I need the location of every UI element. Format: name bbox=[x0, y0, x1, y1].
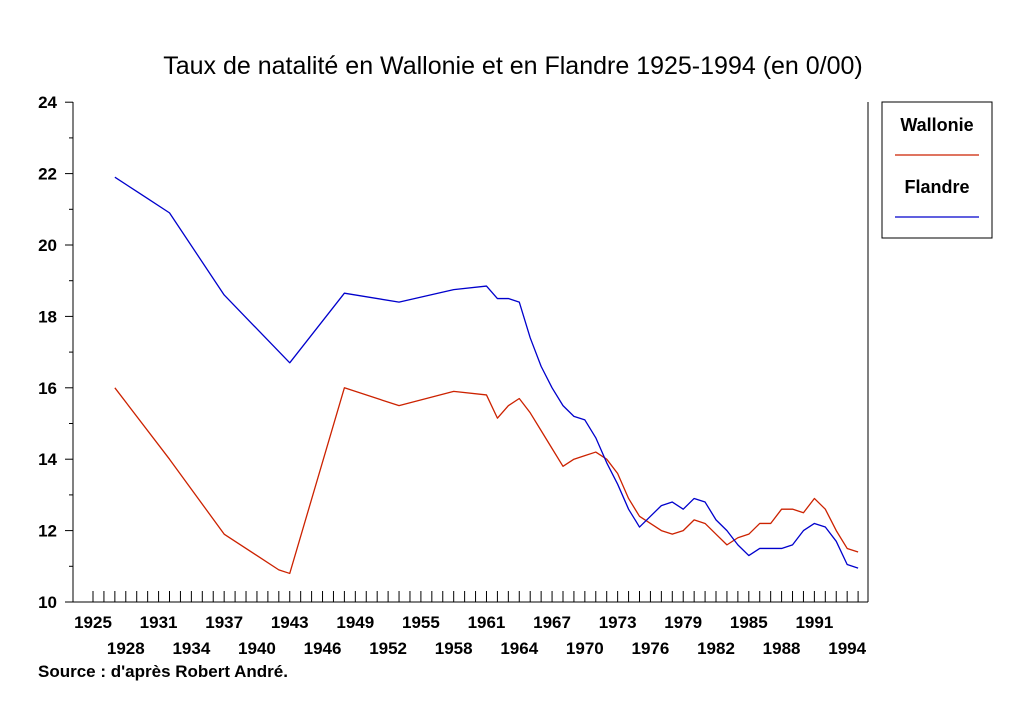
x-tick-label: 1967 bbox=[533, 613, 571, 632]
series-line-flandre bbox=[114, 176, 859, 569]
y-tick-label: 12 bbox=[38, 522, 57, 541]
x-tick-label: 1964 bbox=[500, 639, 538, 658]
legend-label-flandre: Flandre bbox=[904, 177, 969, 197]
x-tick-label: 1976 bbox=[632, 639, 670, 658]
y-tick-label: 20 bbox=[38, 236, 57, 255]
x-tick-label: 1955 bbox=[402, 613, 440, 632]
y-tick-label: 14 bbox=[38, 450, 57, 469]
x-tick-label: 1979 bbox=[664, 613, 702, 632]
x-tick-label: 1934 bbox=[172, 639, 210, 658]
x-tick-label: 1928 bbox=[107, 639, 145, 658]
x-tick-label: 1970 bbox=[566, 639, 604, 658]
x-tick-label: 1925 bbox=[74, 613, 112, 632]
series-layer bbox=[114, 176, 859, 575]
legend-label-wallonie: Wallonie bbox=[900, 115, 973, 135]
x-tick-label: 1946 bbox=[304, 639, 342, 658]
x-tick-label: 1952 bbox=[369, 639, 407, 658]
y-tick-label: 22 bbox=[38, 165, 57, 184]
x-tick-label: 1985 bbox=[730, 613, 768, 632]
y-axis-ticks: 10 12 14 16 18 20 22 24 bbox=[38, 93, 73, 612]
x-tick-label: 1961 bbox=[468, 613, 506, 632]
plot-area bbox=[72, 102, 869, 603]
legend-box bbox=[881, 101, 993, 239]
legend: Wallonie Flandre bbox=[881, 101, 993, 239]
x-tick-label: 1940 bbox=[238, 639, 276, 658]
x-tick-label: 1988 bbox=[763, 639, 801, 658]
x-tick-label: 1991 bbox=[795, 613, 833, 632]
source-note: Source : d'après Robert André. bbox=[38, 662, 288, 681]
x-tick-label: 1949 bbox=[336, 613, 374, 632]
x-tick-label: 1937 bbox=[205, 613, 243, 632]
x-tick-label: 1958 bbox=[435, 639, 473, 658]
x-tick-label: 1943 bbox=[271, 613, 309, 632]
y-tick-label: 18 bbox=[38, 307, 57, 326]
y-tick-label: 16 bbox=[38, 379, 57, 398]
series-line-wallonie bbox=[114, 387, 859, 575]
y-tick-label: 24 bbox=[38, 93, 57, 112]
y-tick-label: 10 bbox=[38, 593, 57, 612]
x-axis-ticks: 1925 1931 1937 1943 1949 1955 1961 1967 1973 1979… bbox=[74, 591, 867, 658]
x-tick-label: 1982 bbox=[697, 639, 735, 658]
x-tick-label: 1931 bbox=[140, 613, 178, 632]
x-tick-label: 1994 bbox=[828, 639, 866, 658]
chart-title: Taux de natalité en Wallonie et en Fland… bbox=[163, 52, 863, 80]
x-tick-label: 1973 bbox=[599, 613, 637, 632]
